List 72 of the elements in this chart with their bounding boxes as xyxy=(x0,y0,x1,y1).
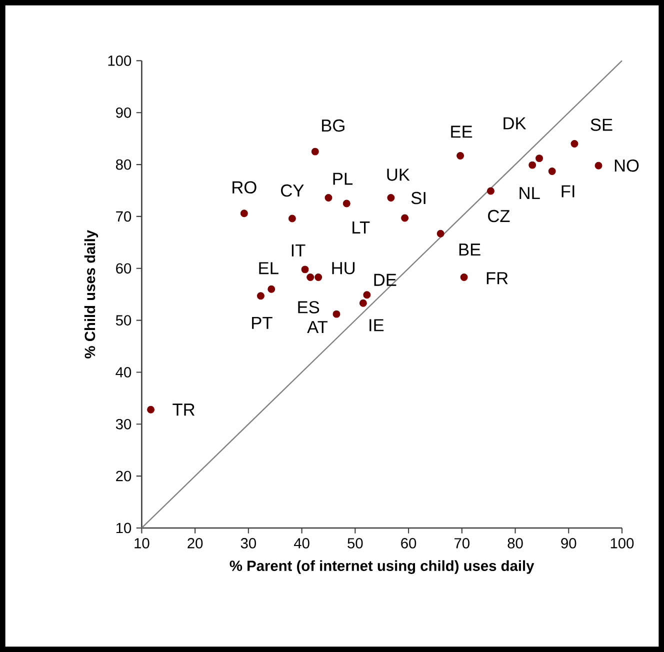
y-tick-label: 20 xyxy=(116,470,132,482)
data-label: HU xyxy=(332,262,355,274)
y-tick-label: 60 xyxy=(116,263,132,274)
point xyxy=(401,214,409,222)
point xyxy=(486,187,494,195)
y-tick-label: 10 xyxy=(116,522,132,534)
data-label: NO xyxy=(614,159,639,172)
point xyxy=(436,230,444,238)
point xyxy=(147,406,155,414)
data-label: BG xyxy=(322,119,344,132)
data-label: EL xyxy=(259,262,278,274)
data-label: PT xyxy=(252,316,272,329)
data-label: FR xyxy=(486,272,508,284)
data-label: LT xyxy=(352,222,370,234)
data-label: ES xyxy=(298,301,320,314)
point xyxy=(332,310,340,318)
data-label: PL xyxy=(333,172,353,185)
data-label: EE xyxy=(451,126,472,138)
point xyxy=(324,194,332,202)
y-tick-label: 50 xyxy=(116,315,132,326)
data-label: NL xyxy=(520,187,540,200)
x-tick-label: 100 xyxy=(610,538,634,548)
data-label: UK xyxy=(387,168,410,181)
data-label: IT xyxy=(292,244,306,256)
x-tick-label: 20 xyxy=(188,538,203,548)
data-label: CZ xyxy=(488,210,510,222)
y-tick-label: 70 xyxy=(116,211,132,222)
y-axis-title: % Child uses daily xyxy=(84,230,98,358)
x-tick-label: 40 xyxy=(294,538,310,548)
point xyxy=(536,154,544,162)
data-label: DE xyxy=(374,274,396,286)
y-tick-label: 30 xyxy=(116,418,132,430)
point xyxy=(528,161,536,169)
point xyxy=(548,168,556,176)
point xyxy=(359,299,367,307)
data-label: DK xyxy=(504,117,526,130)
y-tick-label: 40 xyxy=(116,367,132,378)
point xyxy=(240,210,248,218)
data-label: FI xyxy=(562,185,574,198)
data-label: CY xyxy=(281,184,304,197)
point xyxy=(311,148,319,156)
x-tick-label: 90 xyxy=(561,538,576,548)
data-label: BE xyxy=(459,244,480,256)
x-tick-label: 30 xyxy=(240,538,256,548)
point xyxy=(363,291,371,299)
point xyxy=(306,273,314,281)
x-tick-label: 10 xyxy=(134,538,150,548)
y-tick-label: 90 xyxy=(116,107,132,118)
data-label: SI xyxy=(411,192,426,204)
x-tick-label: 50 xyxy=(348,538,363,548)
x-tick-label: 80 xyxy=(508,538,523,548)
point xyxy=(460,273,468,281)
y-tick-label: 100 xyxy=(108,56,132,66)
point xyxy=(594,162,602,170)
point xyxy=(288,214,296,222)
point xyxy=(570,140,578,148)
data-label: AT xyxy=(307,321,328,334)
data-label: IE xyxy=(370,319,384,332)
x-tick-label: 60 xyxy=(401,538,416,548)
y-tick-label: 80 xyxy=(116,159,132,170)
x-tick-label: 70 xyxy=(454,538,470,548)
point xyxy=(387,194,395,202)
data-label: SE xyxy=(590,118,612,131)
data-label: TR xyxy=(172,404,195,416)
point xyxy=(256,292,264,300)
point xyxy=(342,200,350,208)
data-label: RO xyxy=(232,181,256,194)
point xyxy=(268,285,276,293)
point xyxy=(301,266,309,274)
point xyxy=(314,273,322,281)
point xyxy=(456,152,464,160)
x-axis-title: % Parent (of internet using child) uses daily xyxy=(230,560,534,574)
